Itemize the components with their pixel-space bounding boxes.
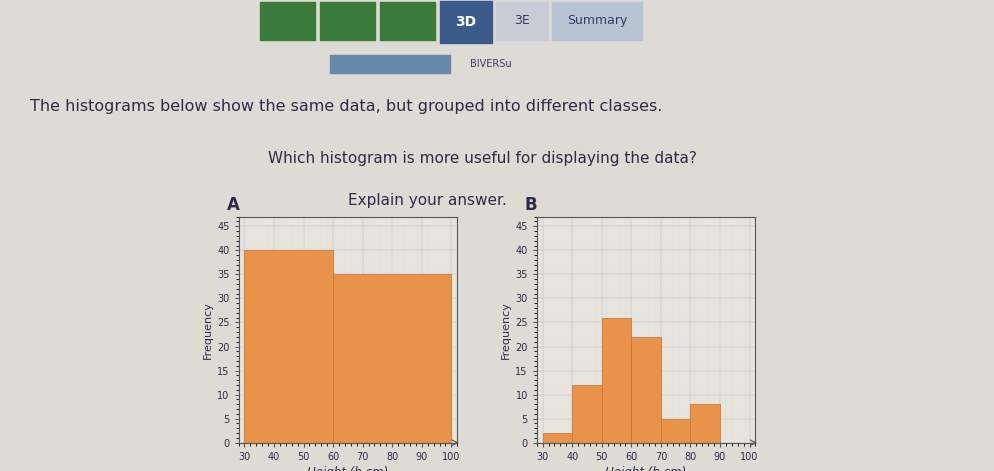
Bar	[320, 2, 375, 40]
X-axis label: Height (h cm): Height (h cm)	[307, 466, 389, 471]
Text: The histograms below show the same data, but grouped into different classes.: The histograms below show the same data,…	[30, 99, 662, 114]
Bar	[330, 55, 450, 73]
Text: B: B	[525, 195, 538, 213]
Text: 3D: 3D	[455, 15, 476, 29]
Bar	[543, 433, 573, 443]
X-axis label: Height (h cm): Height (h cm)	[605, 466, 687, 471]
Bar	[245, 250, 333, 443]
Text: Which histogram is more useful for displaying the data?: Which histogram is more useful for displ…	[268, 151, 697, 166]
Bar	[380, 2, 435, 40]
Bar	[440, 1, 492, 43]
Bar	[573, 385, 601, 443]
Bar	[260, 2, 315, 40]
Bar	[661, 419, 691, 443]
Text: 3E: 3E	[514, 15, 530, 27]
Bar	[691, 404, 720, 443]
Text: Explain your answer.: Explain your answer.	[348, 193, 507, 208]
Bar	[631, 337, 661, 443]
Bar	[496, 2, 548, 40]
Bar	[601, 317, 631, 443]
Bar	[552, 2, 642, 40]
Bar	[333, 275, 451, 443]
Y-axis label: Frequency: Frequency	[203, 301, 213, 358]
Text: BIVERSu: BIVERSu	[470, 59, 512, 69]
Y-axis label: Frequency: Frequency	[501, 301, 511, 358]
Text: Summary: Summary	[567, 15, 627, 27]
Text: A: A	[227, 195, 240, 213]
